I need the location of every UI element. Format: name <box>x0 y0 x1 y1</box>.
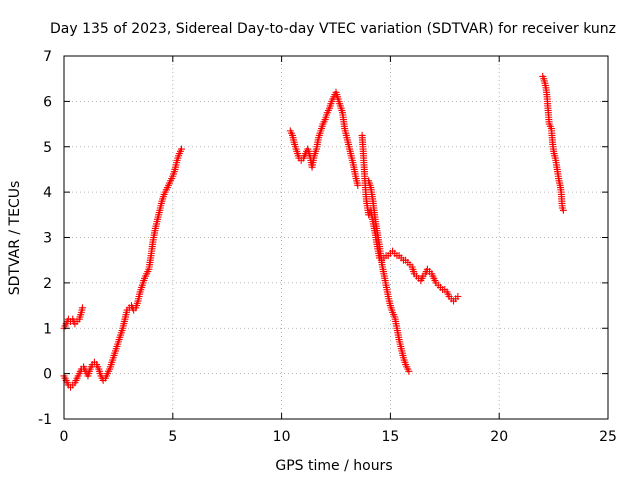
x-tick-label: 10 <box>273 429 291 445</box>
data-point <box>454 292 462 300</box>
y-tick-label: 1 <box>43 321 52 337</box>
axis-ticks: 0 5 10 15 20 25 -1 0 1 2 3 4 5 6 7 <box>38 49 617 445</box>
x-tick-label: 5 <box>168 429 177 445</box>
data-point <box>178 145 186 153</box>
x-tick-label: 20 <box>490 429 508 445</box>
y-tick-label: 7 <box>43 49 52 65</box>
y-axis-label: SDTVAR / TECUs <box>7 181 23 296</box>
x-tick-label: 25 <box>599 429 617 445</box>
y-tick-label: 4 <box>43 185 52 201</box>
chart-title: Day 135 of 2023, Sidereal Day-to-day VTE… <box>50 21 616 37</box>
y-tick-label: 3 <box>43 231 52 247</box>
data-point <box>405 367 413 375</box>
y-tick-label: 0 <box>43 367 52 383</box>
x-tick-label: 15 <box>381 429 399 445</box>
data-point <box>559 206 567 214</box>
y-tick-label: 2 <box>43 276 52 292</box>
data-series <box>60 72 567 391</box>
y-tick-label: 6 <box>43 94 52 110</box>
y-tick-label: -1 <box>38 412 52 428</box>
y-tick-label: 5 <box>43 140 52 156</box>
data-point <box>78 304 86 312</box>
x-tick-label: 0 <box>60 429 69 445</box>
data-point <box>354 181 362 189</box>
x-axis-label: GPS time / hours <box>275 458 392 474</box>
